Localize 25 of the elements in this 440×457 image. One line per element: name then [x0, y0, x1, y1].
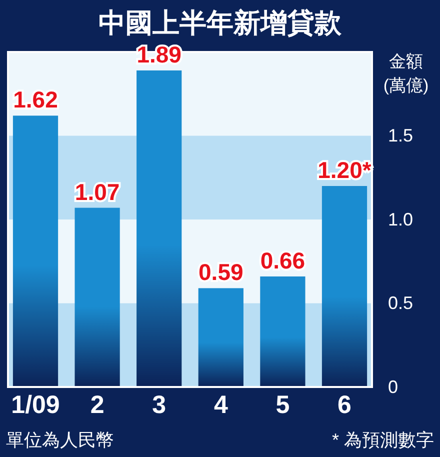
y-tick-label: 1.5 — [388, 126, 414, 146]
y-tick-label: 0.5 — [388, 293, 414, 314]
bar — [136, 70, 182, 387]
data-label: 1.20* — [318, 157, 372, 183]
y-axis-title: 金額 (萬億) — [383, 52, 429, 95]
y-tick-label: 0 — [388, 376, 398, 397]
data-label: 0.66 — [260, 247, 306, 274]
bar — [260, 276, 306, 387]
x-tick-label: 2 — [90, 390, 104, 419]
data-label: 1.62 — [13, 86, 58, 113]
x-tick-label: 5 — [276, 390, 290, 419]
x-tick-label: 6 — [338, 390, 352, 419]
x-tick-label: 3 — [152, 390, 166, 419]
bar — [74, 208, 120, 387]
y-tick-label: 1.0 — [388, 209, 414, 230]
data-label: 1.07 — [74, 178, 120, 205]
text: * 為預測數字 — [332, 430, 434, 450]
text: 單位為人民幣 — [6, 430, 114, 450]
bar — [198, 288, 244, 387]
x-tick-label: 1/09 — [11, 390, 60, 419]
data-label: 0.59 — [198, 259, 244, 286]
bar — [322, 186, 368, 387]
chart-title: 中國上半年新增貸款 — [98, 8, 342, 38]
x-tick-label: 4 — [214, 390, 228, 419]
bar — [12, 116, 58, 387]
